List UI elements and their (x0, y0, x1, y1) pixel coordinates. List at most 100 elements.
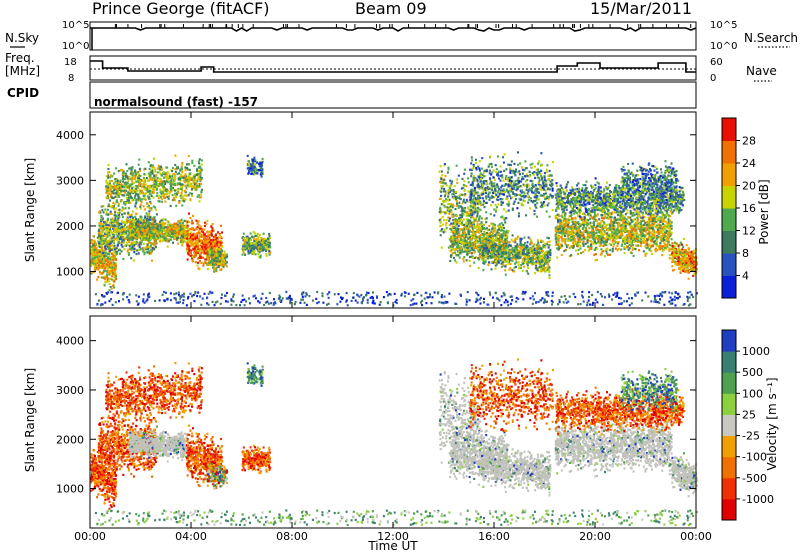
power-cell (163, 171, 165, 173)
power-cell (461, 215, 463, 217)
power-cell (465, 241, 467, 243)
power-cell (445, 192, 447, 194)
power-cell (473, 197, 475, 199)
power-cell (466, 199, 468, 201)
power-cell (253, 157, 255, 159)
power-cell (199, 158, 201, 160)
power-cell (448, 213, 450, 215)
power-cell (147, 225, 149, 227)
power-cell (115, 215, 117, 217)
power-cell (441, 211, 443, 213)
power-cell (131, 241, 133, 243)
power-cell (115, 167, 117, 169)
power-cell (107, 186, 109, 188)
power-cell (480, 204, 482, 206)
power-cell (481, 222, 483, 224)
power-cell (181, 165, 183, 167)
power-cell (107, 214, 109, 216)
power-cell (135, 173, 137, 175)
power-cell (479, 246, 481, 248)
power-cell (134, 248, 136, 250)
power-cell (266, 244, 268, 246)
power-cell (183, 177, 185, 179)
power-cell (148, 188, 150, 190)
power-cell (492, 237, 494, 239)
power-cell (144, 232, 146, 234)
power-cell (244, 239, 246, 241)
power-cell (256, 172, 258, 174)
power-cell (198, 224, 200, 226)
power-cell (136, 207, 138, 209)
power-cell (453, 193, 455, 195)
power-cell (477, 223, 479, 225)
power-cell (464, 193, 466, 195)
power-cell (244, 254, 246, 256)
power-cell (165, 238, 167, 240)
power-cell (150, 245, 152, 247)
power-cell (448, 220, 450, 222)
power-cell (146, 177, 148, 179)
power-cell (254, 166, 256, 168)
power-cell (120, 180, 122, 182)
power-cell (198, 161, 200, 163)
power-cell (114, 256, 116, 258)
power-cell (139, 168, 141, 170)
power-cell (181, 244, 183, 246)
power-cell (261, 237, 263, 239)
power-cell (117, 219, 119, 221)
power-cell (206, 223, 208, 225)
power-cell (114, 245, 116, 247)
power-cell (202, 265, 204, 267)
power-cell (167, 246, 169, 248)
power-cell (137, 231, 139, 233)
power-cell (130, 195, 132, 197)
power-cell (257, 253, 259, 255)
power-cell (199, 167, 201, 169)
power-cell (154, 171, 156, 173)
power-cell (246, 239, 248, 241)
power-cell (463, 210, 465, 212)
power-cell (441, 247, 443, 249)
power-cell (167, 226, 169, 228)
power-cell (453, 191, 455, 193)
power-cell (461, 187, 463, 189)
power-cell (445, 182, 447, 184)
power-cell (199, 197, 201, 199)
power-cell (135, 223, 137, 225)
power-cell (137, 194, 139, 196)
power-cell (219, 255, 221, 257)
power-cell (445, 200, 447, 202)
power-cell (146, 219, 148, 221)
power-cell (248, 242, 250, 244)
power-cell (151, 166, 153, 168)
power-cell (131, 214, 133, 216)
power-cell (180, 174, 182, 176)
power-cell (150, 209, 152, 211)
power-cell (115, 275, 117, 277)
power-cell (115, 267, 117, 269)
power-cell (220, 236, 222, 238)
power-cell (491, 228, 493, 230)
power-cell (94, 267, 96, 269)
power-cell (152, 225, 154, 227)
power-cell (105, 260, 107, 262)
power-cell (123, 172, 125, 174)
power-cell (479, 215, 481, 217)
power-cell (505, 234, 507, 236)
power-cell (122, 216, 124, 218)
power-cell (470, 205, 472, 207)
power-cell (104, 209, 106, 211)
power-cell (188, 235, 190, 237)
power-cell (141, 186, 143, 188)
power-cell (465, 244, 467, 246)
power-cell (258, 236, 260, 238)
power-cell (215, 250, 217, 252)
power-cell (126, 185, 128, 187)
power-cell (254, 247, 256, 249)
power-cell (103, 250, 105, 252)
power-cell (174, 155, 176, 157)
power-cell (269, 235, 271, 237)
power-cell (189, 217, 191, 219)
power-cell (135, 218, 137, 220)
power-cell (166, 190, 168, 192)
